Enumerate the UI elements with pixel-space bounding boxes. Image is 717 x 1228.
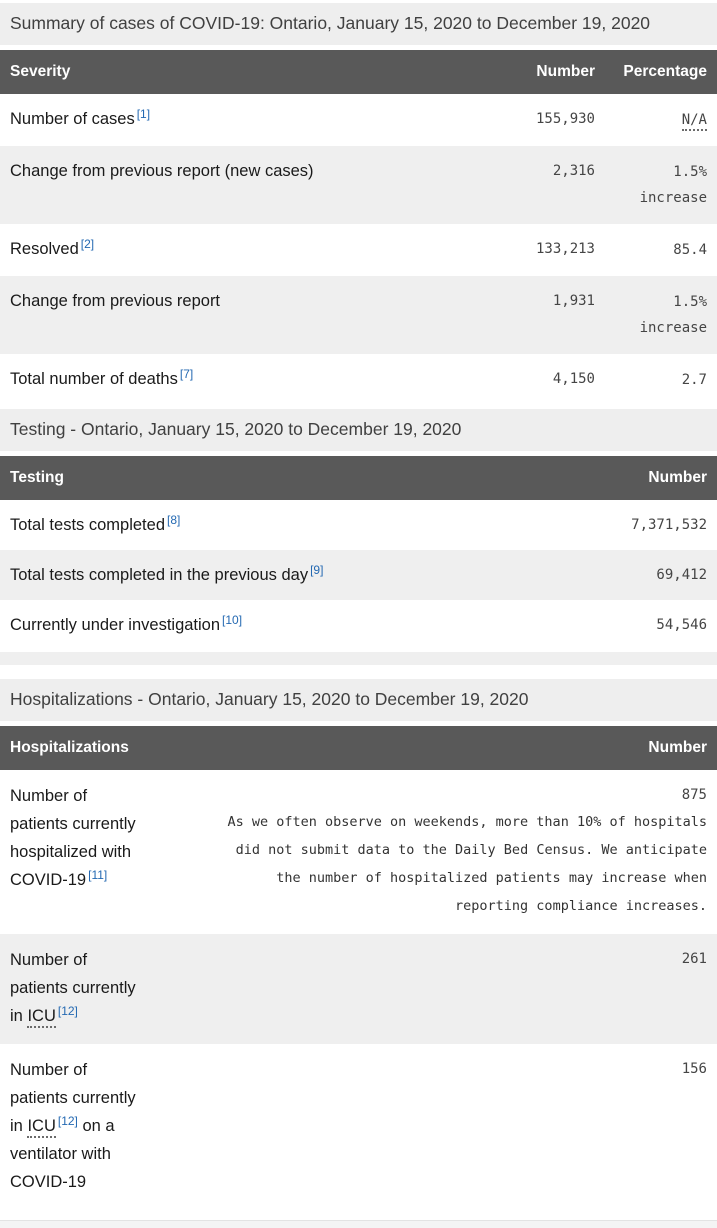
- table-row: Total tests completed in the previous da…: [0, 550, 717, 600]
- footnote-link-1[interactable]: [1]: [136, 107, 151, 121]
- row-percentage: 85.4: [673, 242, 707, 258]
- percentage-direction: increase: [639, 190, 707, 206]
- column-header-number: Number: [648, 469, 707, 486]
- column-header-testing: Testing: [10, 469, 64, 486]
- column-header-hospitalizations: Hospitalizations: [10, 739, 129, 756]
- row-label: Total tests completed [8]: [10, 513, 359, 537]
- row-number: 1,931: [552, 293, 595, 309]
- row-right-cell: 261: [138, 946, 707, 972]
- row-label: Number of patients currently in ICU [12]: [10, 946, 138, 1030]
- footnote-link-8[interactable]: [8]: [167, 513, 181, 527]
- row-label-text: Total tests completed in the previous da…: [10, 566, 309, 584]
- section-gap: [0, 665, 717, 679]
- table-row: Change from previous report 1,931 1.5% i…: [0, 276, 717, 354]
- footnote-link-12[interactable]: [12]: [57, 1004, 78, 1018]
- row-number: 69,412: [656, 567, 707, 583]
- icu-abbreviation: ICU: [27, 1007, 56, 1028]
- testing-table-header: Testing Number: [0, 456, 717, 500]
- row-number: 7,371,532: [631, 517, 707, 533]
- percentage-value: 1.5%: [673, 294, 707, 310]
- hospitalizations-section-title: Hospitalizations - Ontario, January 15, …: [0, 679, 717, 721]
- row-number: 133,213: [535, 241, 595, 257]
- table-row: Number of patients currently hospitalize…: [0, 770, 717, 934]
- hospitalizations-table-header: Hospitalizations Number: [0, 726, 717, 770]
- row-number: 54,546: [656, 617, 707, 633]
- row-label: Number of patients currently in ICU [12] …: [10, 1056, 138, 1196]
- row-label-text: Resolved: [10, 240, 79, 258]
- row-number: 2,316: [552, 163, 595, 179]
- footnote-link-7[interactable]: [7]: [179, 367, 194, 381]
- summary-section-title: Summary of cases of COVID-19: Ontario, J…: [0, 3, 717, 45]
- table-row: Change from previous report (new cases) …: [0, 146, 717, 224]
- footnote-link-11[interactable]: [11]: [88, 868, 108, 882]
- table-row: Number of patients currently in ICU [12] …: [0, 934, 717, 1044]
- column-header-severity: Severity: [10, 63, 71, 80]
- icu-abbreviation: ICU: [27, 1117, 56, 1138]
- row-label-text: Currently under investigation: [10, 616, 221, 634]
- row-label: Change from previous report: [10, 292, 221, 310]
- severity-table-header: Severity Number Percentage: [0, 50, 717, 94]
- column-header-number: Number: [648, 739, 707, 756]
- row-percentage: 2.7: [681, 372, 707, 388]
- table-row: Resolved [2] 133,213 85.4: [0, 224, 717, 276]
- row-label: Number of patients currently hospitalize…: [10, 782, 138, 894]
- row-note: As we often observe on weekends, more th…: [227, 814, 707, 914]
- percentage-value: 1.5%: [673, 164, 707, 180]
- row-label: Number of cases [1]: [10, 107, 490, 131]
- row-label-text: Number of cases: [10, 110, 135, 128]
- row-right-cell: 875 As we often observe on weekends, mor…: [138, 782, 707, 920]
- footnote-link-2[interactable]: [2]: [80, 237, 95, 251]
- row-number: 155,930: [535, 111, 595, 127]
- row-percentage: 1.5% increase: [595, 159, 707, 211]
- row-number: 4,150: [552, 371, 595, 387]
- row-label: Currently under investigation [10]: [10, 613, 359, 637]
- table-row: Total tests completed [8] 7,371,532: [0, 500, 717, 550]
- row-number: 875: [681, 787, 707, 803]
- empty-striped-row: [0, 652, 717, 665]
- row-label-text: Total tests completed: [10, 516, 165, 534]
- row-right-cell: 156: [138, 1056, 707, 1082]
- covid-summary-page: Summary of cases of COVID-19: Ontario, J…: [0, 3, 717, 1228]
- testing-section-title: Testing - Ontario, January 15, 2020 to D…: [0, 409, 717, 451]
- cut-off-next-row: [0, 1220, 717, 1228]
- row-label-text: Number of patients currently in: [10, 1061, 136, 1135]
- row-percentage: 1.5% increase: [595, 289, 707, 341]
- column-header-number: Number: [536, 63, 595, 80]
- na-abbreviation: N/A: [681, 112, 707, 131]
- row-label: Change from previous report (new cases): [10, 162, 314, 180]
- footnote-link-9[interactable]: [9]: [310, 563, 324, 577]
- row-number: 261: [681, 951, 707, 967]
- table-row: Number of patients currently in ICU [12] …: [0, 1044, 717, 1210]
- row-label-text: Number of patients currently hospitalize…: [10, 787, 136, 889]
- row-label: Total number of deaths [7]: [10, 367, 490, 391]
- row-percentage: N/A: [595, 107, 707, 133]
- row-label-text: Total number of deaths: [10, 370, 178, 388]
- table-row: Total number of deaths [7] 4,150 2.7: [0, 354, 717, 406]
- row-label: Resolved [2]: [10, 237, 490, 261]
- percentage-direction: increase: [639, 320, 707, 336]
- table-row: Number of cases [1] 155,930 N/A: [0, 94, 717, 146]
- footnote-link-10[interactable]: [10]: [222, 613, 243, 627]
- row-label: Total tests completed in the previous da…: [10, 563, 359, 587]
- row-number: 156: [681, 1061, 707, 1077]
- row-label-text: Number of patients currently in: [10, 951, 136, 1025]
- footnote-link-12[interactable]: [12]: [57, 1114, 78, 1128]
- table-row: Currently under investigation [10] 54,546: [0, 600, 717, 650]
- column-header-percentage: Percentage: [623, 63, 707, 80]
